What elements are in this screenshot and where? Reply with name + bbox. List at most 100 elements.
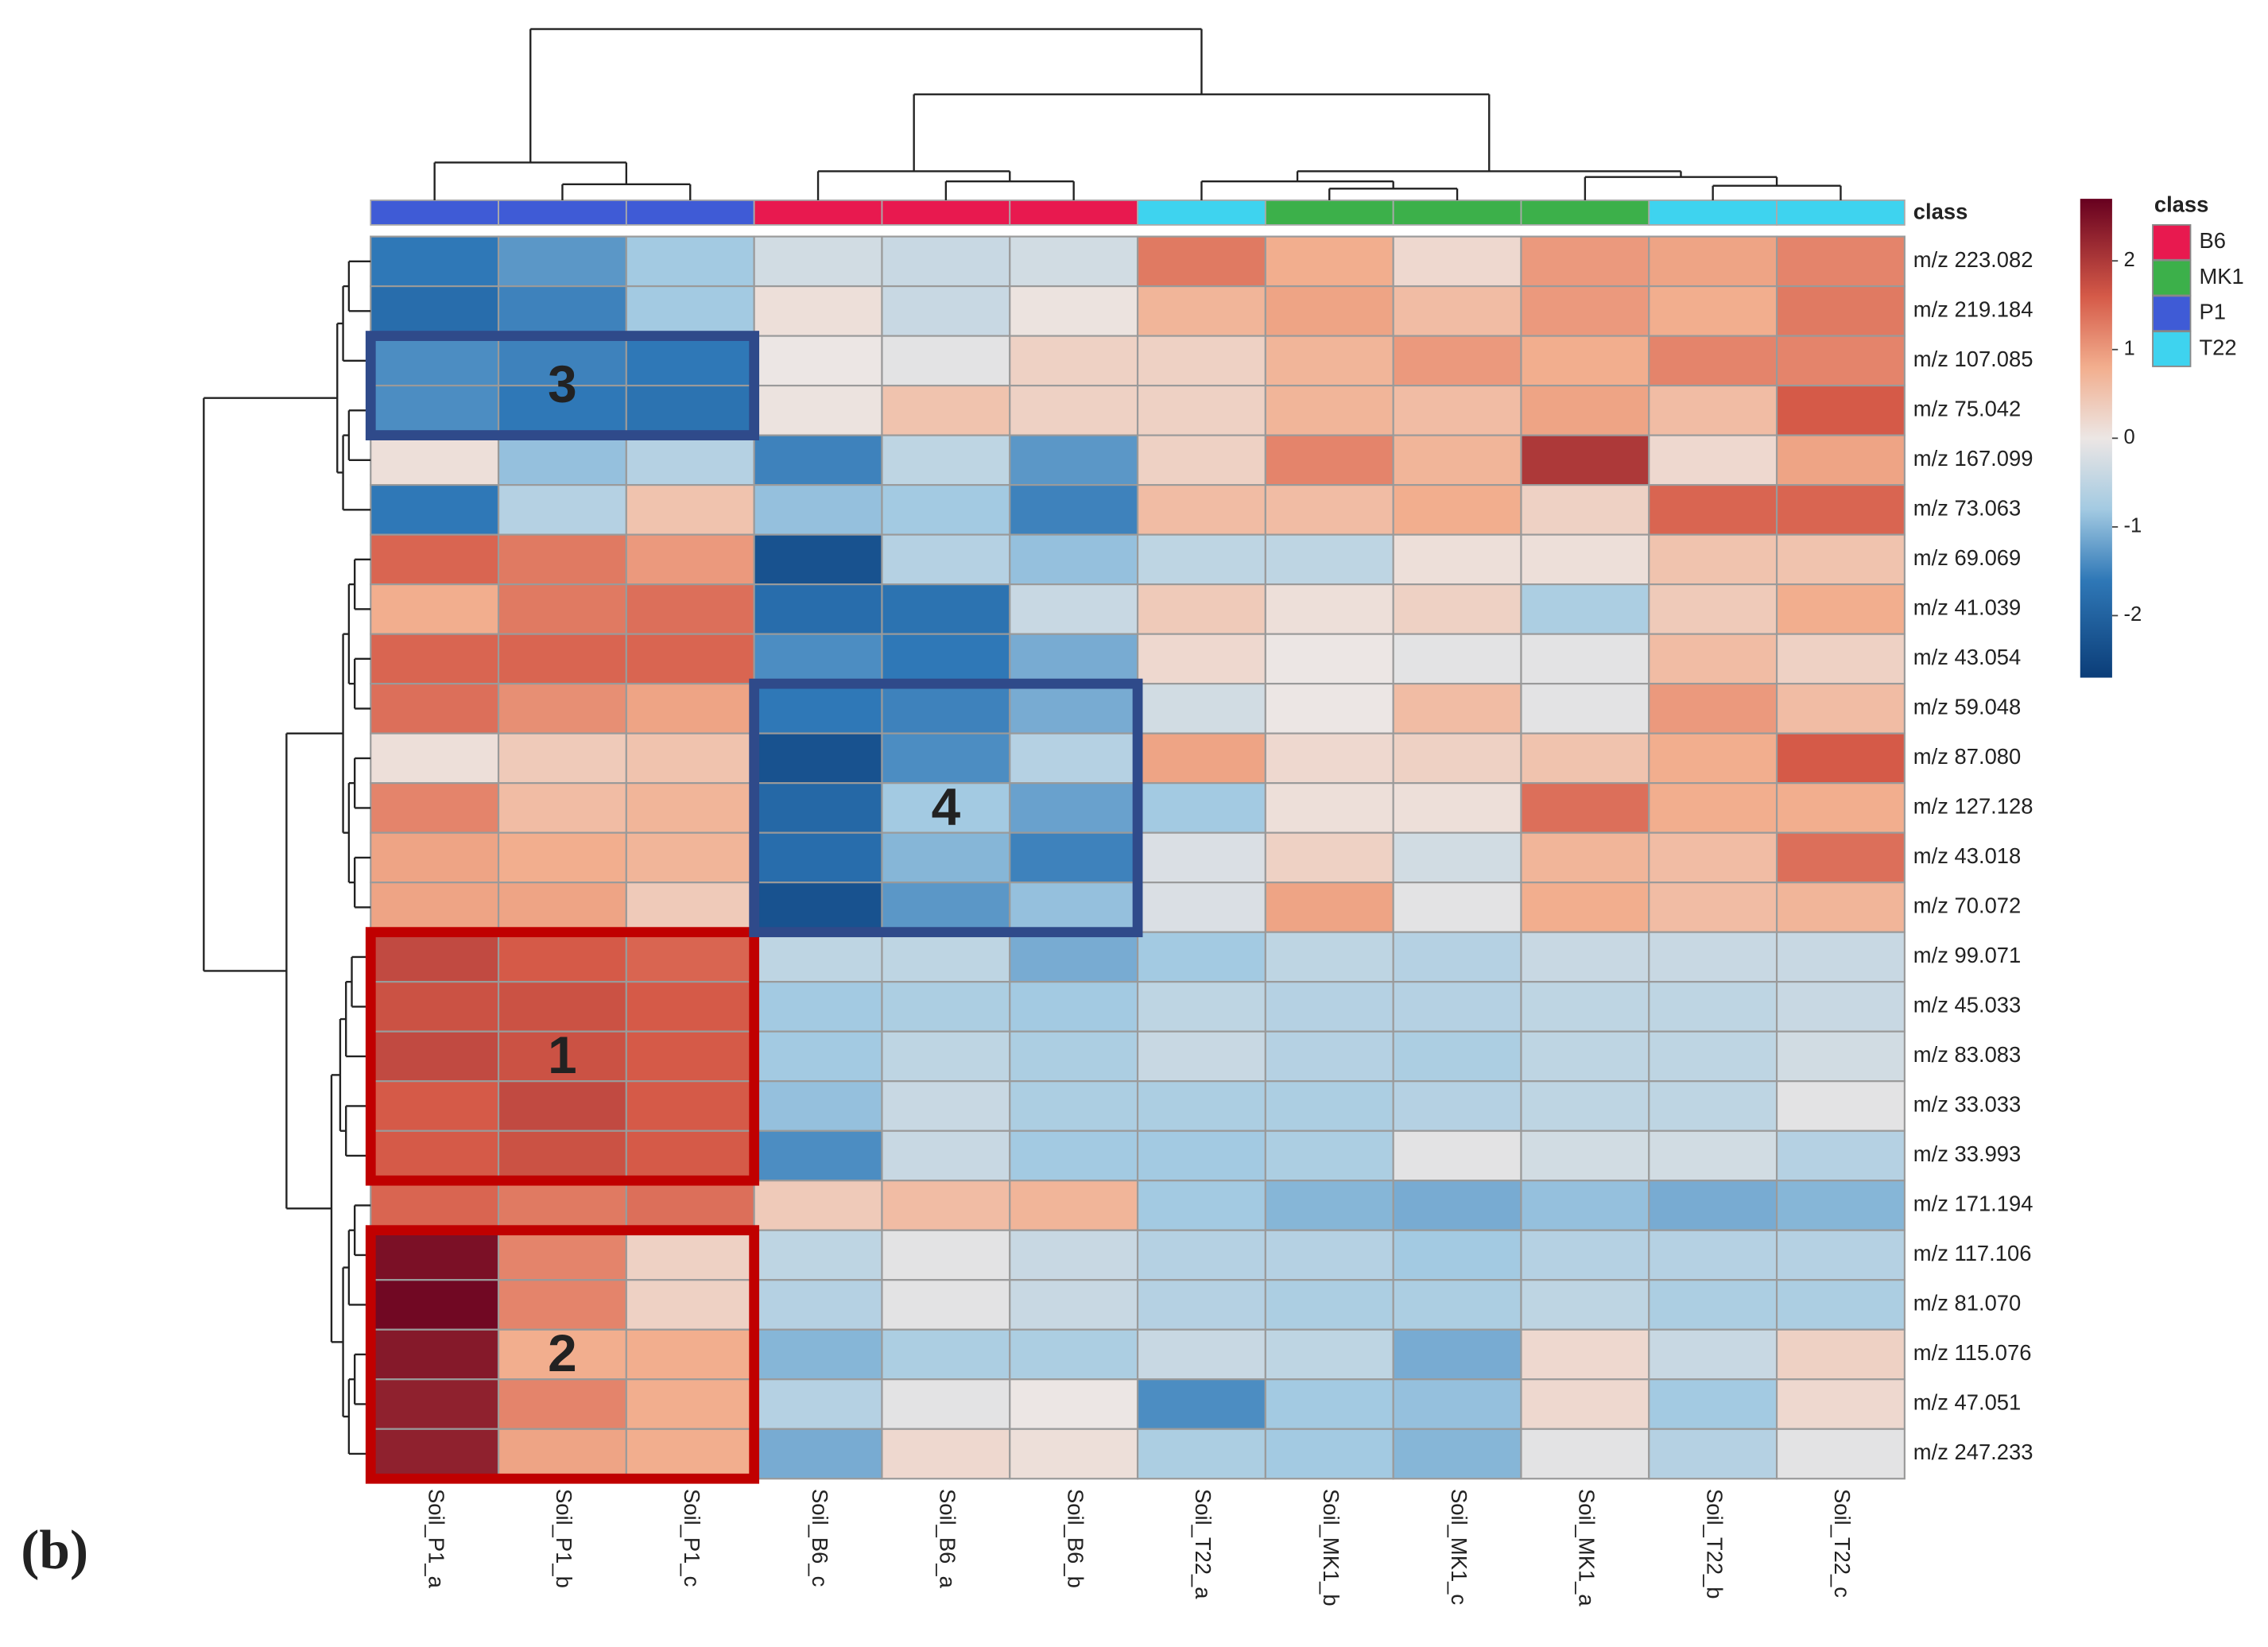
heat-cell	[497, 583, 627, 635]
heat-cell	[1520, 1130, 1650, 1182]
heat-cell	[497, 285, 627, 337]
heat-cell	[497, 434, 627, 486]
heat-cell	[881, 1180, 1011, 1231]
row-label: m/z 81.070	[1913, 1291, 2021, 1316]
heat-cell	[1648, 1130, 1778, 1182]
heat-cell	[1520, 1030, 1650, 1083]
row-label: m/z 99.071	[1913, 943, 2021, 967]
heat-cell	[370, 384, 500, 436]
heat-cell	[1009, 782, 1139, 834]
class-cell	[1137, 200, 1266, 226]
heat-cell	[1392, 882, 1522, 933]
heat-cell	[1392, 335, 1522, 387]
heat-cell	[1009, 931, 1139, 983]
heat-cell	[1520, 732, 1650, 785]
heat-cell	[1392, 931, 1522, 983]
heat-cell	[1264, 583, 1394, 635]
heat-cell	[1775, 285, 1906, 337]
heat-cell	[1520, 484, 1650, 536]
heat-cell	[1136, 732, 1266, 785]
heat-cell	[1264, 1229, 1394, 1281]
heat-cell	[370, 484, 500, 536]
heat-cell	[1775, 782, 1906, 834]
heat-cell	[1775, 235, 1906, 288]
heat-cell	[1775, 484, 1906, 536]
heat-cell	[1264, 384, 1394, 436]
heat-cell	[370, 434, 500, 486]
heat-cell	[1648, 782, 1778, 834]
heat-cell	[625, 782, 755, 834]
heat-cell	[497, 1378, 627, 1430]
heat-cell	[1392, 1328, 1522, 1381]
heat-cell	[1264, 882, 1394, 933]
heat-cell	[753, 683, 883, 734]
heat-cell	[1520, 1229, 1650, 1281]
legend-swatch	[2152, 295, 2192, 332]
heat-cell	[1136, 683, 1266, 734]
heat-cell	[497, 1279, 627, 1331]
heat-cell	[753, 633, 883, 685]
heat-cell	[881, 583, 1011, 635]
column-label: Soil_MK1_c	[1447, 1489, 1471, 1605]
heat-cell	[1009, 1428, 1139, 1480]
heat-cell	[370, 882, 500, 933]
heat-cell	[1392, 981, 1522, 1033]
heat-cell	[1264, 732, 1394, 785]
heat-cell	[881, 633, 1011, 685]
heat-cell	[753, 981, 883, 1033]
heat-cell	[1648, 732, 1778, 785]
heat-cell	[1520, 1428, 1650, 1480]
heat-cell	[497, 1428, 627, 1480]
heat-cell	[753, 1030, 883, 1083]
row-label: m/z 33.993	[1913, 1141, 2021, 1166]
annotation-box	[365, 331, 760, 440]
heat-cell	[625, 981, 755, 1033]
class-cell	[1776, 200, 1906, 226]
heat-cell	[1520, 931, 1650, 983]
heat-cell	[753, 732, 883, 785]
heat-cell	[1136, 1229, 1266, 1281]
heat-cell	[1264, 235, 1394, 288]
heat-cell	[1520, 1378, 1650, 1430]
heat-cell	[1136, 931, 1266, 983]
heat-cell	[1009, 384, 1139, 436]
row-label: m/z 59.048	[1913, 695, 2021, 719]
heat-cell	[753, 434, 883, 486]
heat-cell	[1520, 583, 1650, 635]
heat-cell	[881, 981, 1011, 1033]
class-cell	[1392, 200, 1522, 226]
heat-cell	[1775, 583, 1906, 635]
heat-cell	[1136, 484, 1266, 536]
heat-cell	[1648, 1328, 1778, 1381]
row-label: m/z 75.042	[1913, 397, 2021, 421]
heat-cell	[1136, 335, 1266, 387]
heat-cell	[1648, 1030, 1778, 1083]
row-label: m/z 41.039	[1913, 595, 2021, 620]
heat-cell	[1264, 981, 1394, 1033]
heat-cell	[1392, 434, 1522, 486]
row-label: m/z 73.063	[1913, 496, 2021, 521]
heat-cell	[881, 882, 1011, 933]
heat-cell	[1136, 384, 1266, 436]
heat-cell	[370, 931, 500, 983]
heat-cell	[1009, 285, 1139, 337]
heat-cell	[1009, 583, 1139, 635]
heat-cell	[1520, 384, 1650, 436]
column-label: Soil_B6_c	[808, 1489, 832, 1587]
heat-cell	[1520, 533, 1650, 586]
heat-cell	[625, 434, 755, 486]
heat-cell	[1264, 831, 1394, 884]
heat-cell	[1648, 235, 1778, 288]
heat-cell	[1264, 782, 1394, 834]
heat-cell	[370, 683, 500, 734]
heat-cell	[1520, 981, 1650, 1033]
heat-cell	[881, 1428, 1011, 1480]
heat-cell	[1648, 831, 1778, 884]
heat-cell	[370, 285, 500, 337]
heat-cell	[1775, 1378, 1906, 1430]
heat-cell	[1264, 533, 1394, 586]
heat-cell	[497, 1180, 627, 1231]
heat-cell	[881, 1378, 1011, 1430]
heat-cell	[753, 1279, 883, 1331]
heat-cell	[753, 1328, 883, 1381]
